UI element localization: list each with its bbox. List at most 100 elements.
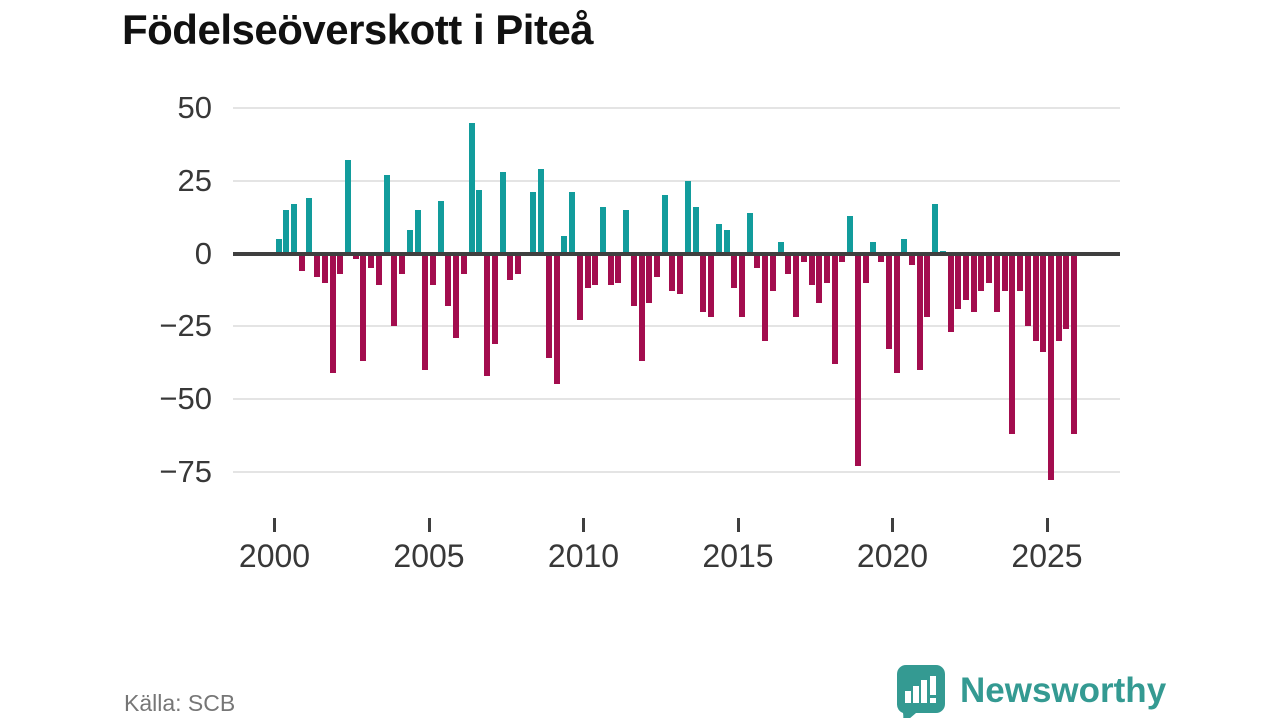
gridline xyxy=(233,470,1120,473)
bar xyxy=(491,253,498,344)
bar xyxy=(561,236,568,254)
bar xyxy=(453,253,460,338)
bar xyxy=(599,206,606,254)
bar xyxy=(337,253,344,274)
bar xyxy=(746,212,753,254)
bar xyxy=(646,253,653,303)
bar xyxy=(823,253,830,283)
y-axis-label: 25 xyxy=(177,162,212,198)
bar xyxy=(831,253,838,364)
bar xyxy=(754,253,761,269)
bar xyxy=(1048,253,1054,481)
bar xyxy=(932,204,939,254)
x-axis-label: 2010 xyxy=(547,538,620,574)
bar xyxy=(360,253,367,362)
bar xyxy=(986,253,993,283)
bar xyxy=(777,241,784,254)
bar xyxy=(422,253,429,370)
bar xyxy=(607,253,614,286)
bar xyxy=(514,253,521,274)
x-axis-label: 2000 xyxy=(238,538,311,574)
x-axis-tick xyxy=(891,518,894,532)
bar xyxy=(391,253,398,327)
bar xyxy=(692,206,699,254)
gridline xyxy=(233,397,1120,400)
bar xyxy=(878,253,885,263)
x-axis-label: 2025 xyxy=(1011,538,1083,574)
bar xyxy=(375,253,382,286)
bar xyxy=(908,253,915,266)
bar xyxy=(1024,253,1031,327)
bar xyxy=(970,253,977,312)
x-axis-tick xyxy=(736,518,740,532)
bar xyxy=(414,209,421,254)
y-axis-label: −75 xyxy=(159,453,212,489)
gridline xyxy=(233,179,1120,182)
x-axis-label: 2015 xyxy=(702,538,774,574)
newsworthy-logo-icon xyxy=(896,665,945,718)
y-axis-label: 50 xyxy=(177,90,212,126)
bar xyxy=(1001,253,1008,292)
gridline xyxy=(233,325,1120,328)
bar xyxy=(893,253,900,373)
bar xyxy=(298,253,305,271)
bar xyxy=(1071,253,1078,434)
bar xyxy=(383,174,390,254)
bar xyxy=(1017,253,1024,292)
bar xyxy=(916,253,923,370)
bar xyxy=(654,253,661,277)
bar xyxy=(901,238,908,254)
source-note: Källa: SCB xyxy=(124,690,236,716)
bar xyxy=(530,192,537,254)
bar xyxy=(399,253,406,274)
bar xyxy=(684,180,691,254)
bar xyxy=(1040,253,1047,353)
bar xyxy=(793,253,800,318)
y-axis-label: −50 xyxy=(159,380,212,416)
bar xyxy=(1032,253,1039,341)
bar xyxy=(329,253,336,373)
bar xyxy=(808,253,815,286)
bar xyxy=(623,209,630,254)
bar xyxy=(345,160,352,254)
bar xyxy=(476,189,483,254)
bar xyxy=(677,253,684,295)
bar xyxy=(484,253,491,376)
y-axis-label: −25 xyxy=(159,308,212,344)
bar xyxy=(870,241,877,254)
bar xyxy=(731,253,738,289)
bar xyxy=(507,253,514,280)
newsworthy-logo-text: Newsworthy xyxy=(960,671,1167,710)
bar xyxy=(584,253,591,289)
bar xyxy=(1063,253,1070,330)
bar xyxy=(723,230,730,254)
bar xyxy=(283,209,290,254)
bar xyxy=(816,253,823,303)
bar xyxy=(785,253,792,274)
bar xyxy=(615,253,622,283)
x-axis-tick xyxy=(1045,518,1049,532)
bar xyxy=(538,169,545,254)
bar xyxy=(630,253,637,306)
bar xyxy=(947,253,954,333)
bar xyxy=(708,253,715,318)
bar xyxy=(978,253,985,292)
bar xyxy=(545,253,552,359)
bar xyxy=(499,172,506,254)
bar xyxy=(661,195,668,254)
bar xyxy=(924,253,931,318)
newsworthy-logo: Newsworthy xyxy=(896,664,1166,718)
x-axis-tick xyxy=(273,518,276,532)
bar xyxy=(406,230,413,254)
bar xyxy=(839,253,846,263)
bar xyxy=(715,224,722,254)
bar xyxy=(468,122,475,254)
bar xyxy=(769,253,776,292)
bar xyxy=(352,253,359,260)
bar xyxy=(739,253,745,318)
chart-title: Födelseöverskott i Piteå xyxy=(122,6,594,53)
bar xyxy=(800,253,807,263)
bar xyxy=(885,253,892,350)
bar xyxy=(430,253,436,286)
